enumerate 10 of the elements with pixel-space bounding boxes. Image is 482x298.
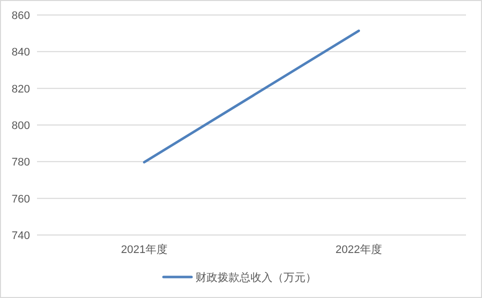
y-tick-label: 840 <box>12 46 30 59</box>
y-tick-label: 740 <box>12 230 30 242</box>
legend-label: 财政拨款总收入（万元） <box>196 271 316 284</box>
y-tick-label: 860 <box>12 10 30 22</box>
y-tick-label: 800 <box>12 120 30 132</box>
y-tick-label: 820 <box>12 83 30 96</box>
x-tick-label: 2021年度 <box>121 243 168 256</box>
x-tick-label: 2022年度 <box>336 243 382 256</box>
y-tick-label: 780 <box>12 156 30 169</box>
y-tick-label: 760 <box>12 193 30 206</box>
